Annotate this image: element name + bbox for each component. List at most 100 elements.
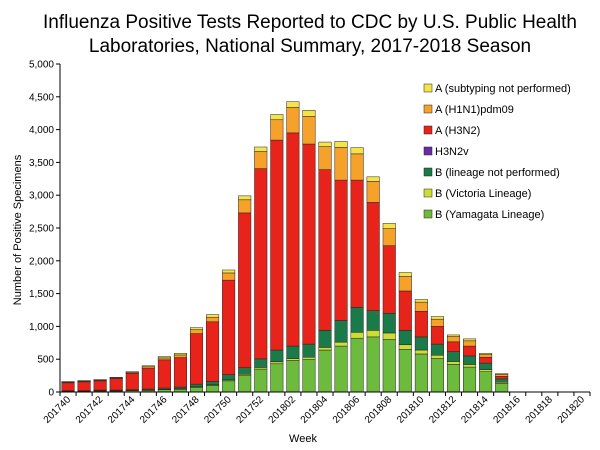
bar-segment (238, 199, 252, 214)
bar-segment (93, 380, 107, 391)
bar-segment (286, 360, 300, 393)
bar-segment (286, 107, 300, 134)
bar-segment (318, 141, 332, 147)
x-tick-label: 201820 (556, 394, 588, 426)
legend-swatch (423, 146, 433, 156)
x-tick-label: 201752 (235, 394, 267, 426)
bar-segment (302, 356, 316, 360)
x-tick-label: 201812 (427, 394, 459, 426)
bar-segment (414, 311, 428, 338)
bar-segment (382, 332, 396, 340)
bar-segment (495, 378, 509, 383)
y-tick-label: 500 (37, 355, 54, 366)
bar-segment (366, 176, 380, 182)
bar-segment (254, 146, 268, 152)
legend-swatch (423, 125, 433, 135)
bar-segment (398, 330, 412, 346)
x-tick-label: 201746 (138, 394, 170, 426)
bar-segment (446, 351, 460, 362)
legend-swatch (423, 104, 433, 114)
bar-segment (206, 321, 220, 382)
bar-segment (463, 338, 477, 342)
bar-segment (173, 357, 187, 388)
bar-segment (334, 345, 348, 393)
y-tick-label: 4,000 (29, 125, 54, 136)
x-tick-label: 201808 (363, 394, 395, 426)
bar-segment (350, 307, 364, 333)
bar-segment (366, 336, 380, 393)
bar-segment (495, 374, 509, 377)
bar-segment (430, 358, 444, 393)
bar-segment (350, 153, 364, 181)
chart-title-line-1: Influenza Positive Tests Reported to CDC… (43, 12, 577, 33)
bar-segment (270, 349, 284, 363)
bar-segment (141, 367, 155, 390)
bar-segment (414, 353, 428, 393)
y-tick-label: 3,000 (29, 191, 54, 202)
bar-segment (190, 387, 204, 393)
bar-segment (318, 330, 332, 348)
x-tick-label: 201814 (459, 394, 491, 426)
chart-title-line-2: Laboratories, National Summary, 2017-201… (89, 36, 531, 57)
bar-segment (334, 341, 348, 347)
bar-segment (350, 179, 364, 308)
legend-label: B (lineage not performed) (435, 167, 560, 179)
bar-segment (366, 181, 380, 203)
x-tick-label: 201740 (42, 394, 74, 426)
bar-segment (238, 375, 252, 393)
y-tick-label: 1,500 (29, 289, 54, 300)
bar-segment (190, 329, 204, 334)
legend-label: H3N2v (435, 146, 469, 158)
bar-segment (190, 383, 204, 388)
bar-segment (206, 385, 220, 393)
y-tick-label: 5,000 (29, 60, 54, 71)
bar-segment (318, 349, 332, 393)
legend-label: A (H3N2) (435, 125, 480, 137)
bar-segment (270, 139, 284, 351)
legend: A (subtyping not performed) A (H1N1)pdm09… (423, 83, 571, 221)
legend-label: B (Yamagata Lineage) (435, 209, 544, 221)
bar-segment (302, 116, 316, 145)
bar-segment (125, 371, 139, 373)
bar-segment (318, 146, 332, 170)
y-tick-label: 0 (48, 388, 54, 399)
bar-segment (77, 380, 91, 382)
bar-segment (286, 345, 300, 359)
bar-segment (398, 272, 412, 277)
bar-segment (302, 343, 316, 358)
bar-segment (190, 327, 204, 330)
bar-segment (157, 357, 171, 361)
bar-segment (479, 354, 493, 358)
bar-segment (430, 343, 444, 356)
legend-label: A (H1N1)pdm09 (435, 104, 514, 116)
bar-segment (398, 276, 412, 292)
bar-segment (302, 143, 316, 345)
bar-segment (350, 337, 364, 393)
bar-segment (93, 379, 107, 381)
bar-segment (254, 358, 268, 368)
bar-segment (446, 334, 460, 337)
bar-segment (318, 169, 332, 331)
bar-segment (270, 363, 284, 393)
bar-segment (414, 299, 428, 303)
bar-segment (334, 141, 348, 148)
bar-segment (350, 147, 364, 155)
bar-segment (495, 383, 509, 393)
bar-segment (479, 356, 493, 364)
bar-segment (446, 336, 460, 343)
bar-segment (77, 381, 91, 391)
bar-segment (463, 364, 477, 368)
bar-segment (414, 301, 428, 312)
x-tick-label: 201744 (106, 394, 138, 426)
bar-segment (430, 318, 444, 327)
bar-segment (270, 361, 284, 365)
bar-segment (125, 373, 139, 390)
bar-segment (398, 349, 412, 393)
bar-segment (238, 367, 252, 375)
bars (61, 101, 509, 393)
bar-segment (206, 314, 220, 318)
bar-segment (141, 365, 155, 367)
bar-segment (190, 333, 204, 385)
bar-segment (414, 336, 428, 351)
x-tick-label: 201806 (331, 394, 363, 426)
